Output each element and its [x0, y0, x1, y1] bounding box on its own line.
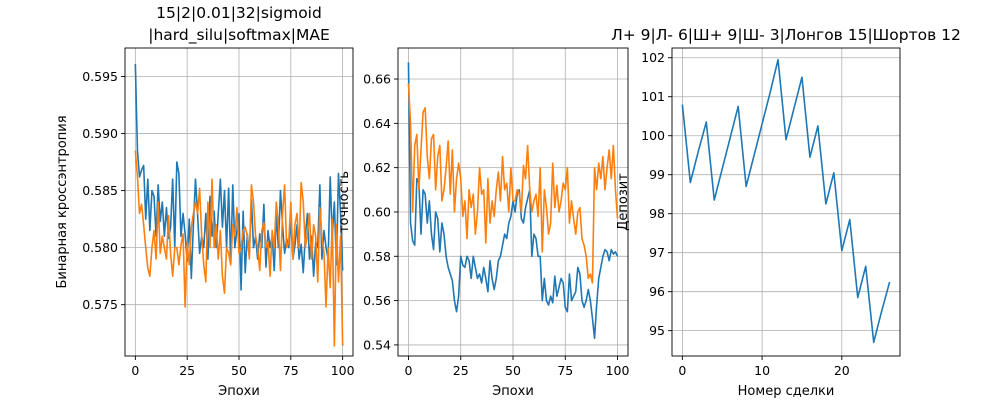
axes-frame	[124, 47, 354, 357]
y-tick-label: 0.580	[82, 240, 118, 255]
y-tick-label: 100	[641, 128, 665, 143]
y-tick-label: 0.60	[363, 204, 391, 219]
y-axis-label: Депозит	[616, 173, 631, 231]
y-tick-label: 0.66	[363, 72, 391, 87]
y-tick-label: 0.62	[363, 160, 391, 175]
x-tick-label: 25	[453, 363, 469, 378]
x-axis-label: Эпохи	[492, 384, 534, 399]
x-tick-label: 75	[557, 363, 573, 378]
chart-panel-3: 0 10 20 95 96 97 98 99 100 101 102 Номер сделки Депо…	[611, 26, 961, 399]
x-tick-label: 0	[404, 363, 412, 378]
y-tick-label: 0.590	[82, 126, 118, 141]
chart-panel-2: 0 25 50 75 100 0.54 0.56 0.58 0.60 0.62 0.64 0.66 Эп…	[337, 47, 630, 399]
y-tick-label: 0.575	[82, 297, 118, 312]
x-tick-label: 25	[179, 363, 195, 378]
x-tick-label: 0	[131, 363, 139, 378]
x-tick-label: 100	[606, 363, 630, 378]
chart-title: 15|2|0.01|32|sigmoid |hard_silu|softmax|M…	[148, 4, 330, 45]
x-tick-label: 100	[331, 363, 355, 378]
y-tick-label: 0.64	[363, 116, 391, 131]
x-axis-label: Номер сделки	[738, 384, 835, 399]
y-tick-label: 0.54	[363, 337, 391, 352]
y-tick-label: 99	[649, 167, 665, 182]
chart-panel-1: 0 25 50 75 100 0.575 0.580 0.585 0.590 0.595 Эпохи…	[55, 4, 355, 399]
y-axis-label: точность	[337, 171, 352, 233]
series-line-1	[681, 58, 891, 344]
x-tick-label: 50	[505, 363, 521, 378]
y-tick-label: 0.585	[82, 183, 118, 198]
x-axis-label: Эпохи	[218, 384, 260, 399]
y-axis-label: Бинарная кроссэнтропия	[55, 115, 70, 288]
plot-area	[672, 48, 900, 356]
y-tick-label: 0.595	[82, 69, 118, 84]
x-tick-label: 10	[754, 363, 770, 378]
x-tick-label: 20	[834, 363, 850, 378]
x-tick-label: 0	[678, 363, 686, 378]
series-line-2	[407, 83, 619, 284]
axes-frame	[397, 47, 629, 357]
y-tick-label: 96	[649, 284, 665, 299]
y-tick-label: 97	[649, 245, 665, 260]
series-line-2	[134, 150, 344, 347]
y-tick-label: 102	[641, 50, 665, 65]
x-tick-label: 75	[283, 363, 299, 378]
y-tick-label: 0.58	[363, 249, 391, 264]
axes-frame	[671, 47, 901, 357]
y-tick-label: 95	[649, 323, 665, 338]
y-tick-label: 101	[641, 89, 665, 104]
x-tick-label: 50	[231, 363, 247, 378]
chart-title: Л+ 9|Л- 6|Ш+ 9|Ш- 3|Лонгов 15|Шортов 12	[611, 26, 961, 44]
y-tick-label: 98	[649, 206, 665, 221]
y-tick-label: 0.56	[363, 293, 391, 308]
